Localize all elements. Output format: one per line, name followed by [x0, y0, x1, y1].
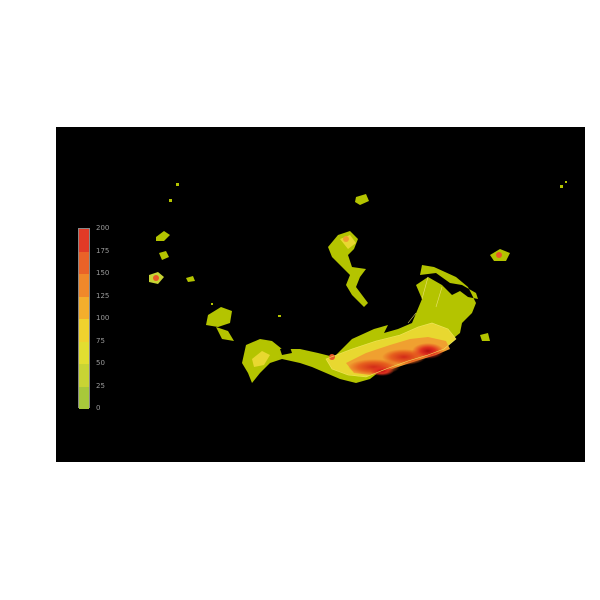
speck: [169, 199, 172, 202]
island: [216, 327, 234, 341]
legend-colorbar: [78, 228, 90, 409]
zone-mid: [252, 351, 270, 367]
contour: [325, 322, 457, 378]
legend-band: [79, 319, 89, 342]
density-map: [149, 181, 567, 383]
speck: [565, 181, 567, 183]
legend-tick-label: 125: [96, 291, 110, 300]
island-hotspot: [496, 252, 502, 258]
zone-warm: [343, 236, 349, 242]
legend-tick-label: 200: [96, 224, 110, 232]
map-panel: 0 25 50 75 100 125 150 175 200: [56, 127, 585, 462]
zone-peak: [412, 343, 444, 359]
island: [186, 276, 195, 282]
legend-band: [79, 229, 89, 252]
channel: [280, 347, 292, 355]
legend-band: [79, 386, 89, 409]
island: [480, 333, 490, 341]
legend-tick-label: 0: [96, 404, 101, 412]
speck: [278, 315, 281, 317]
channel: [268, 369, 312, 375]
contour: [407, 276, 443, 324]
peninsula: [328, 231, 368, 307]
legend: 0 25 50 75 100 125 150 175 200: [78, 224, 138, 418]
legend-tick-label: 50: [96, 359, 105, 367]
island: [156, 231, 170, 241]
island-hotspot: [153, 275, 159, 281]
legend-band: [79, 364, 89, 387]
legend-tick-label: 175: [96, 246, 110, 255]
speck: [176, 183, 179, 186]
legend-band: [79, 274, 89, 297]
legend-tick-label: 25: [96, 381, 105, 390]
legend-tick-label: 150: [96, 269, 110, 277]
island: [159, 251, 169, 260]
island: [355, 194, 369, 205]
legend-band: [79, 341, 89, 364]
legend-band: [79, 296, 89, 319]
island: [206, 307, 232, 327]
speck: [211, 303, 213, 305]
speck: [560, 185, 563, 188]
legend-band: [79, 251, 89, 274]
legend-tick-label: 75: [96, 336, 105, 345]
legend-tick-label: 100: [96, 314, 110, 322]
